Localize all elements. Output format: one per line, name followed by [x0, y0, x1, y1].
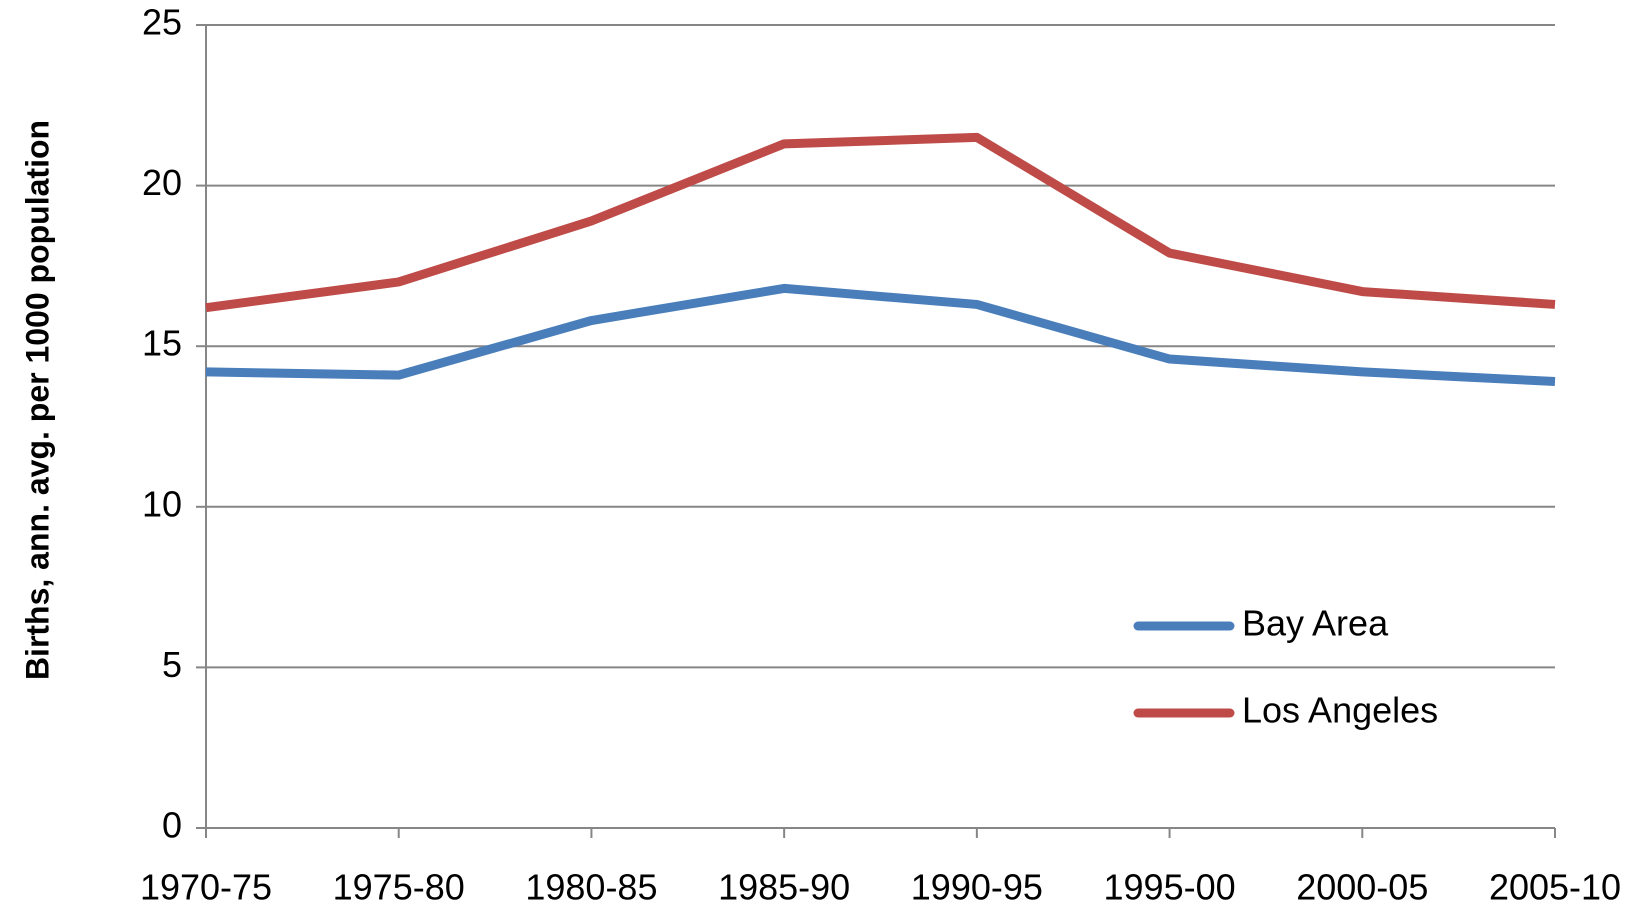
y-tick-label: 25: [142, 2, 182, 43]
x-tick-label: 2005-10: [1489, 867, 1621, 908]
x-tick-label: 1970-75: [140, 867, 272, 908]
y-tick-label: 15: [142, 323, 182, 364]
x-tick-label: 2000-05: [1296, 867, 1428, 908]
legend-label: Bay Area: [1242, 603, 1389, 644]
series-line: [205, 283, 1556, 387]
x-tick-label: 1975-80: [333, 867, 465, 908]
y-tick-label: 0: [162, 805, 182, 846]
y-tick-label: 5: [162, 644, 182, 685]
y-tick-label: 10: [142, 483, 182, 524]
x-tick-label: 1980-85: [525, 867, 657, 908]
series-line: [205, 132, 1556, 313]
y-axis-title: Births, ann. avg. per 1000 population: [19, 120, 55, 680]
legend-label: Los Angeles: [1242, 690, 1438, 731]
x-tick-label: 1985-90: [718, 867, 850, 908]
x-tick-label: 1995-00: [1104, 867, 1236, 908]
y-tick-label: 20: [142, 162, 182, 203]
x-tick-label: 1990-95: [911, 867, 1043, 908]
